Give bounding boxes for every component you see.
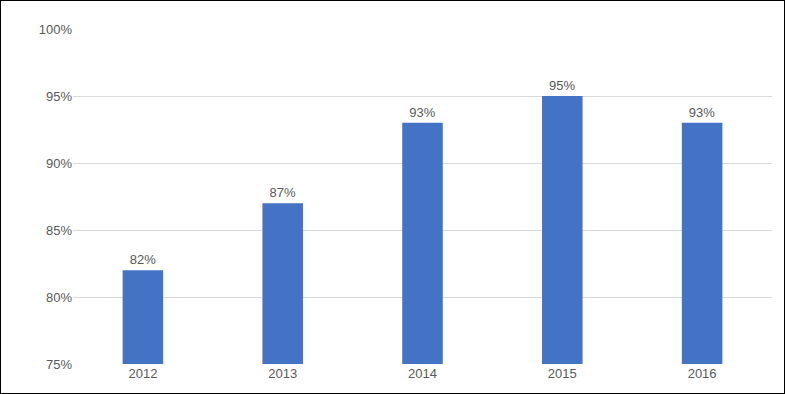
svg-text:95%: 95% xyxy=(549,78,575,93)
svg-text:2016: 2016 xyxy=(688,366,717,381)
svg-text:2012: 2012 xyxy=(128,366,157,381)
svg-text:75%: 75% xyxy=(46,357,72,372)
svg-text:85%: 85% xyxy=(46,223,72,238)
svg-text:80%: 80% xyxy=(46,290,72,305)
svg-text:95%: 95% xyxy=(46,89,72,104)
svg-text:2015: 2015 xyxy=(548,366,577,381)
svg-text:2013: 2013 xyxy=(268,366,297,381)
svg-text:87%: 87% xyxy=(269,185,295,200)
svg-text:100%: 100% xyxy=(39,22,73,37)
svg-text:93%: 93% xyxy=(409,105,435,120)
svg-text:2014: 2014 xyxy=(408,366,437,381)
svg-text:82%: 82% xyxy=(130,252,156,267)
svg-text:90%: 90% xyxy=(46,156,72,171)
svg-text:93%: 93% xyxy=(689,105,715,120)
